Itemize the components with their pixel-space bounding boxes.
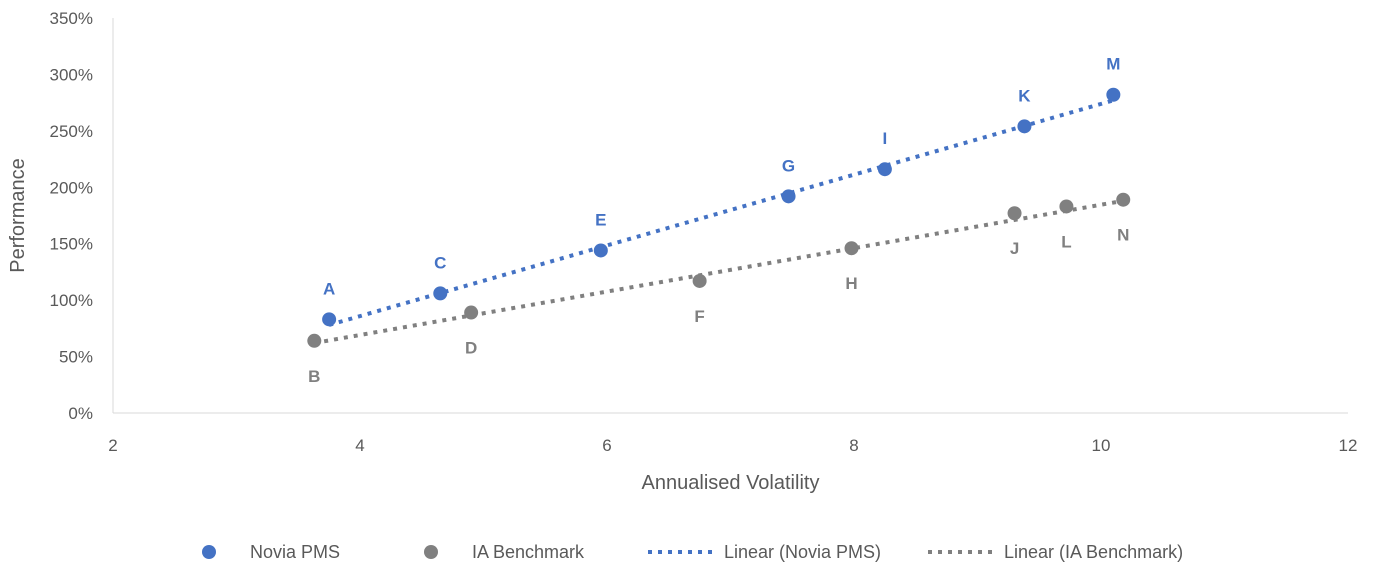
point-label-d: D (465, 339, 477, 358)
point-label-b: B (308, 367, 320, 386)
point-label-n: N (1117, 226, 1129, 245)
point-label-g: G (782, 156, 795, 175)
y-tick-label: 150% (50, 235, 93, 254)
point-label-k: K (1018, 86, 1031, 105)
x-tick-label: 10 (1092, 436, 1111, 455)
data-point-i (877, 162, 892, 177)
data-point-g (781, 189, 796, 204)
y-tick-label: 0% (68, 404, 93, 423)
y-tick-label: 350% (50, 9, 93, 28)
legend-label: IA Benchmark (472, 542, 585, 562)
y-tick-label: 100% (50, 291, 93, 310)
data-point-e (593, 243, 608, 258)
data-points (307, 87, 1131, 348)
trendlines (313, 98, 1124, 345)
y-tick-labels: 0% 50% 100% 150% 200% 250% 300% 350% (50, 9, 93, 423)
point-label-a: A (323, 279, 335, 298)
y-tick-label: 50% (59, 348, 93, 367)
data-point-j (1007, 206, 1022, 221)
data-point-a (322, 312, 337, 327)
data-point-l (1059, 199, 1074, 214)
x-tick-label: 8 (849, 436, 858, 455)
point-label-c: C (434, 253, 446, 272)
point-label-i: I (883, 129, 888, 148)
data-point-n (1116, 192, 1131, 207)
data-point-h (844, 241, 859, 256)
y-tick-label: 300% (50, 65, 93, 84)
point-label-h: H (845, 274, 857, 293)
axes (112, 18, 1348, 414)
point-label-f: F (694, 307, 704, 326)
data-point-f (692, 273, 707, 288)
x-axis-title: Annualised Volatility (642, 472, 820, 494)
x-tick-labels: 2 4 6 8 10 12 (108, 436, 1357, 455)
legend-label: Linear (IA Benchmark) (1004, 542, 1183, 562)
legend-marker-dot (424, 545, 438, 559)
y-axis-title: Performance (7, 158, 29, 273)
data-point-k (1017, 119, 1032, 134)
x-tick-label: 12 (1339, 436, 1358, 455)
point-label-m: M (1106, 55, 1120, 74)
x-tick-label: 6 (602, 436, 611, 455)
point-label-e: E (595, 210, 606, 229)
point-label-l: L (1061, 232, 1071, 251)
y-tick-label: 200% (50, 178, 93, 197)
legend: Novia PMS IA Benchmark Linear (Novia PMS) L… (202, 542, 1183, 562)
data-point-d (464, 305, 479, 320)
data-point-c (433, 286, 448, 301)
point-label-j: J (1010, 239, 1019, 258)
x-tick-label: 4 (355, 436, 364, 455)
x-tick-label: 2 (108, 436, 117, 455)
legend-label: Linear (Novia PMS) (724, 542, 881, 562)
trendline-ia-benchmark (313, 198, 1124, 345)
legend-label: Novia PMS (250, 542, 340, 562)
data-point-m (1106, 87, 1121, 102)
point-labels: A C E G I K M B D F H J L N (308, 55, 1129, 386)
y-tick-label: 250% (50, 122, 93, 141)
data-point-b (307, 333, 322, 348)
legend-marker-dot (202, 545, 216, 559)
